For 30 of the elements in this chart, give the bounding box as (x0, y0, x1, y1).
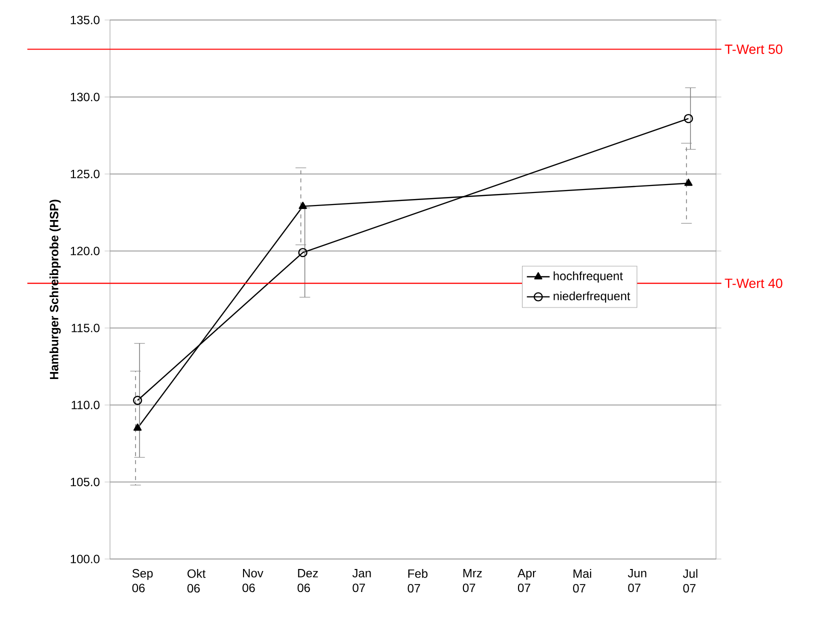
point (684, 178, 693, 186)
y-tick-label: 100.0 (70, 554, 100, 564)
point (298, 202, 307, 209)
x-tick-label: Mrz 07 (462, 569, 482, 592)
x-tick-label: Jun 07 (628, 569, 646, 592)
x-tick-label: Apr 07 (518, 569, 536, 592)
y-tick-label: 105.0 (70, 478, 100, 486)
x-tick-label: Nov 06 (242, 569, 264, 592)
point (133, 424, 142, 431)
y-tick-label: 115.0 (72, 324, 100, 332)
y-tick-label: 120.0 (70, 246, 100, 256)
y-tick-label: 130.0 (70, 92, 100, 102)
legend-label: niederfrequent (554, 291, 630, 303)
y-tick-label: 135.0 (70, 16, 100, 24)
x-tick-label: Jul 07 (682, 569, 698, 593)
x-tick-label: Mai 07 (573, 569, 592, 593)
point (298, 248, 308, 258)
y-axis-title: Hamburger Schreibprobe (HSP) (50, 200, 61, 380)
x-tick-label: Feb 07 (408, 569, 428, 593)
y-tick-label: 125.0 (70, 170, 100, 178)
point (684, 114, 694, 124)
ref-line-label: T-Wert 50 (724, 44, 782, 54)
x-tick-label: Sep 06 (132, 569, 153, 592)
y-tick-label: 110.0 (72, 400, 100, 410)
x-tick-label: Jan 07 (352, 569, 371, 592)
point (132, 396, 142, 405)
legend-label: hochfrequent (554, 271, 623, 283)
ref-line-label: T-Wert 40 (724, 278, 782, 288)
x-tick-label: Okt 06 (187, 569, 206, 593)
x-tick-label: Dez 06 (298, 569, 318, 592)
